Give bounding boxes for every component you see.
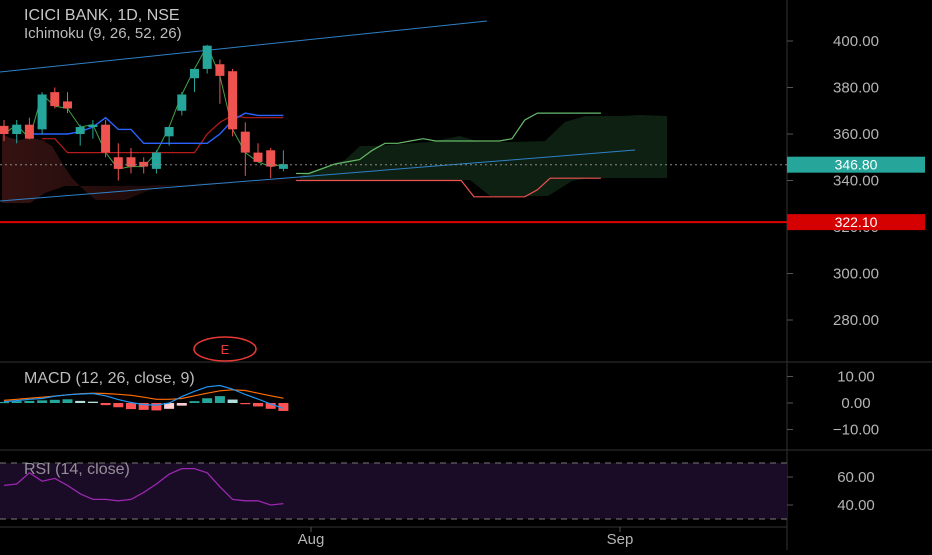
- price-tick-label: 280.00: [833, 312, 879, 329]
- rsi-band: [0, 463, 787, 519]
- kumo-bearish-fill: [2, 134, 300, 203]
- macd-pane-label[interactable]: MACD (12, 26, close, 9): [24, 370, 195, 387]
- rsi-line: [3, 467, 284, 506]
- macd-histogram-bar: [37, 400, 48, 403]
- candle-body[interactable]: [266, 150, 276, 167]
- time-tick-label: Sep: [607, 531, 634, 548]
- last-price-badge: [787, 156, 925, 173]
- candle-body[interactable]: [75, 127, 85, 134]
- macd-histogram-bar: [87, 401, 98, 403]
- macd-histogram-bar: [11, 401, 22, 403]
- candle-body[interactable]: [50, 92, 60, 107]
- symbol-title: ICICI BANK, 1D, NSE: [24, 7, 180, 24]
- macd-histogram-bar: [138, 403, 149, 410]
- candle-body[interactable]: [139, 161, 149, 167]
- candle-body[interactable]: [101, 124, 111, 153]
- level-price-badge: [787, 214, 925, 231]
- ichimoku-indicator-label[interactable]: Ichimoku (9, 26, 52, 26): [24, 25, 182, 42]
- macd-histogram-bar: [253, 403, 263, 407]
- candle-body[interactable]: [63, 101, 72, 109]
- macd-histogram-bar: [151, 403, 162, 411]
- trendline-lower: [0, 149, 636, 202]
- macd-histogram-bar: [164, 403, 175, 409]
- candle-body[interactable]: [278, 164, 288, 169]
- macd-histogram-bar: [75, 400, 86, 403]
- macd-histogram-bar: [265, 403, 276, 409]
- price-tick-label: 300.00: [833, 266, 879, 283]
- candle-body[interactable]: [12, 124, 22, 134]
- candle-body[interactable]: [151, 152, 161, 169]
- macd-histogram-bar: [227, 399, 238, 403]
- macd-histogram-bar: [176, 403, 187, 406]
- macd-histogram-bar: [0, 401, 9, 404]
- candle-body[interactable]: [253, 152, 263, 162]
- macd-histogram-bar: [62, 399, 73, 403]
- candle-body[interactable]: [202, 45, 212, 69]
- macd-histogram-bar: [202, 398, 213, 403]
- earnings-event-marker-label: E: [221, 342, 230, 357]
- earnings-event-marker[interactable]: [193, 336, 257, 362]
- macd-histogram-bar: [240, 403, 251, 405]
- tenkan-sen-line: [29, 112, 284, 145]
- price-tick-label: 400.00: [833, 33, 879, 50]
- senkou-span-b-line: [296, 177, 601, 198]
- senkou-span-a-line: [296, 112, 601, 175]
- candle-body[interactable]: [37, 94, 47, 130]
- macd-histogram-bar: [278, 403, 289, 411]
- last-price-badge-text: 346.80: [835, 157, 878, 173]
- price-tick-label: 380.00: [833, 80, 879, 97]
- macd-tick-label: −10.00: [833, 422, 879, 439]
- rsi-pane-label[interactable]: RSI (14, close): [24, 461, 130, 478]
- macd-histogram-bar: [49, 399, 60, 403]
- candle-body[interactable]: [126, 157, 136, 167]
- kijun-sen-line: [42, 114, 284, 154]
- macd-line: [3, 384, 284, 409]
- candle-body[interactable]: [113, 157, 123, 169]
- kumo-bullish-fill: [300, 115, 667, 196]
- candle-body[interactable]: [177, 94, 187, 111]
- macd-tick-label: 0.00: [841, 395, 870, 412]
- macd-histogram-bar: [214, 396, 225, 403]
- candle-body[interactable]: [240, 131, 250, 153]
- candle-body[interactable]: [24, 124, 34, 139]
- candle-body[interactable]: [215, 64, 225, 76]
- price-tick-label: 340.00: [833, 173, 879, 190]
- macd-tick-label: 10.00: [837, 369, 875, 386]
- level-price-badge-text: 322.10: [835, 214, 878, 230]
- macd-histogram-bar: [24, 400, 35, 403]
- rsi-tick-label: 40.00: [837, 497, 875, 514]
- macd-histogram-bar: [113, 403, 124, 408]
- candle-body[interactable]: [88, 124, 98, 128]
- macd-histogram-bar: [100, 403, 111, 406]
- macd-histogram-bar: [189, 401, 200, 403]
- macd-histogram-bar: [126, 403, 136, 410]
- candle-body[interactable]: [228, 71, 238, 130]
- candle-body[interactable]: [190, 68, 199, 79]
- candle-body[interactable]: [164, 127, 174, 137]
- price-tick-label: 360.00: [833, 126, 879, 143]
- trendline-upper: [0, 20, 488, 73]
- rsi-tick-label: 60.00: [837, 469, 875, 486]
- macd-signal-line: [3, 389, 284, 401]
- candle-body[interactable]: [0, 125, 9, 134]
- time-tick-label: Aug: [298, 531, 325, 548]
